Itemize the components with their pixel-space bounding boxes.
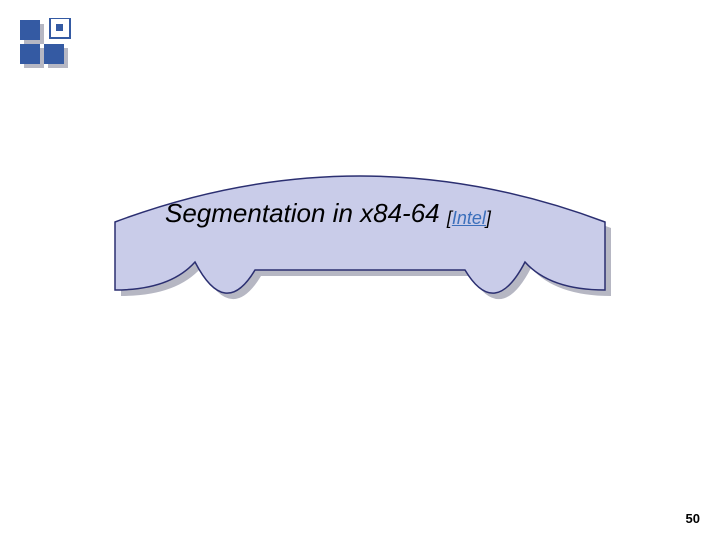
banner-shape [95, 150, 625, 330]
page-number: 50 [686, 511, 700, 526]
banner-title: Segmentation in x84-64 [Intel] [165, 198, 491, 229]
slide-logo [18, 18, 74, 74]
banner-sub-rbracket: ] [486, 208, 491, 228]
banner-title-main: Segmentation in x84-64 [165, 198, 447, 228]
banner-sub-link[interactable]: Intel [452, 208, 486, 228]
title-banner [95, 150, 625, 330]
